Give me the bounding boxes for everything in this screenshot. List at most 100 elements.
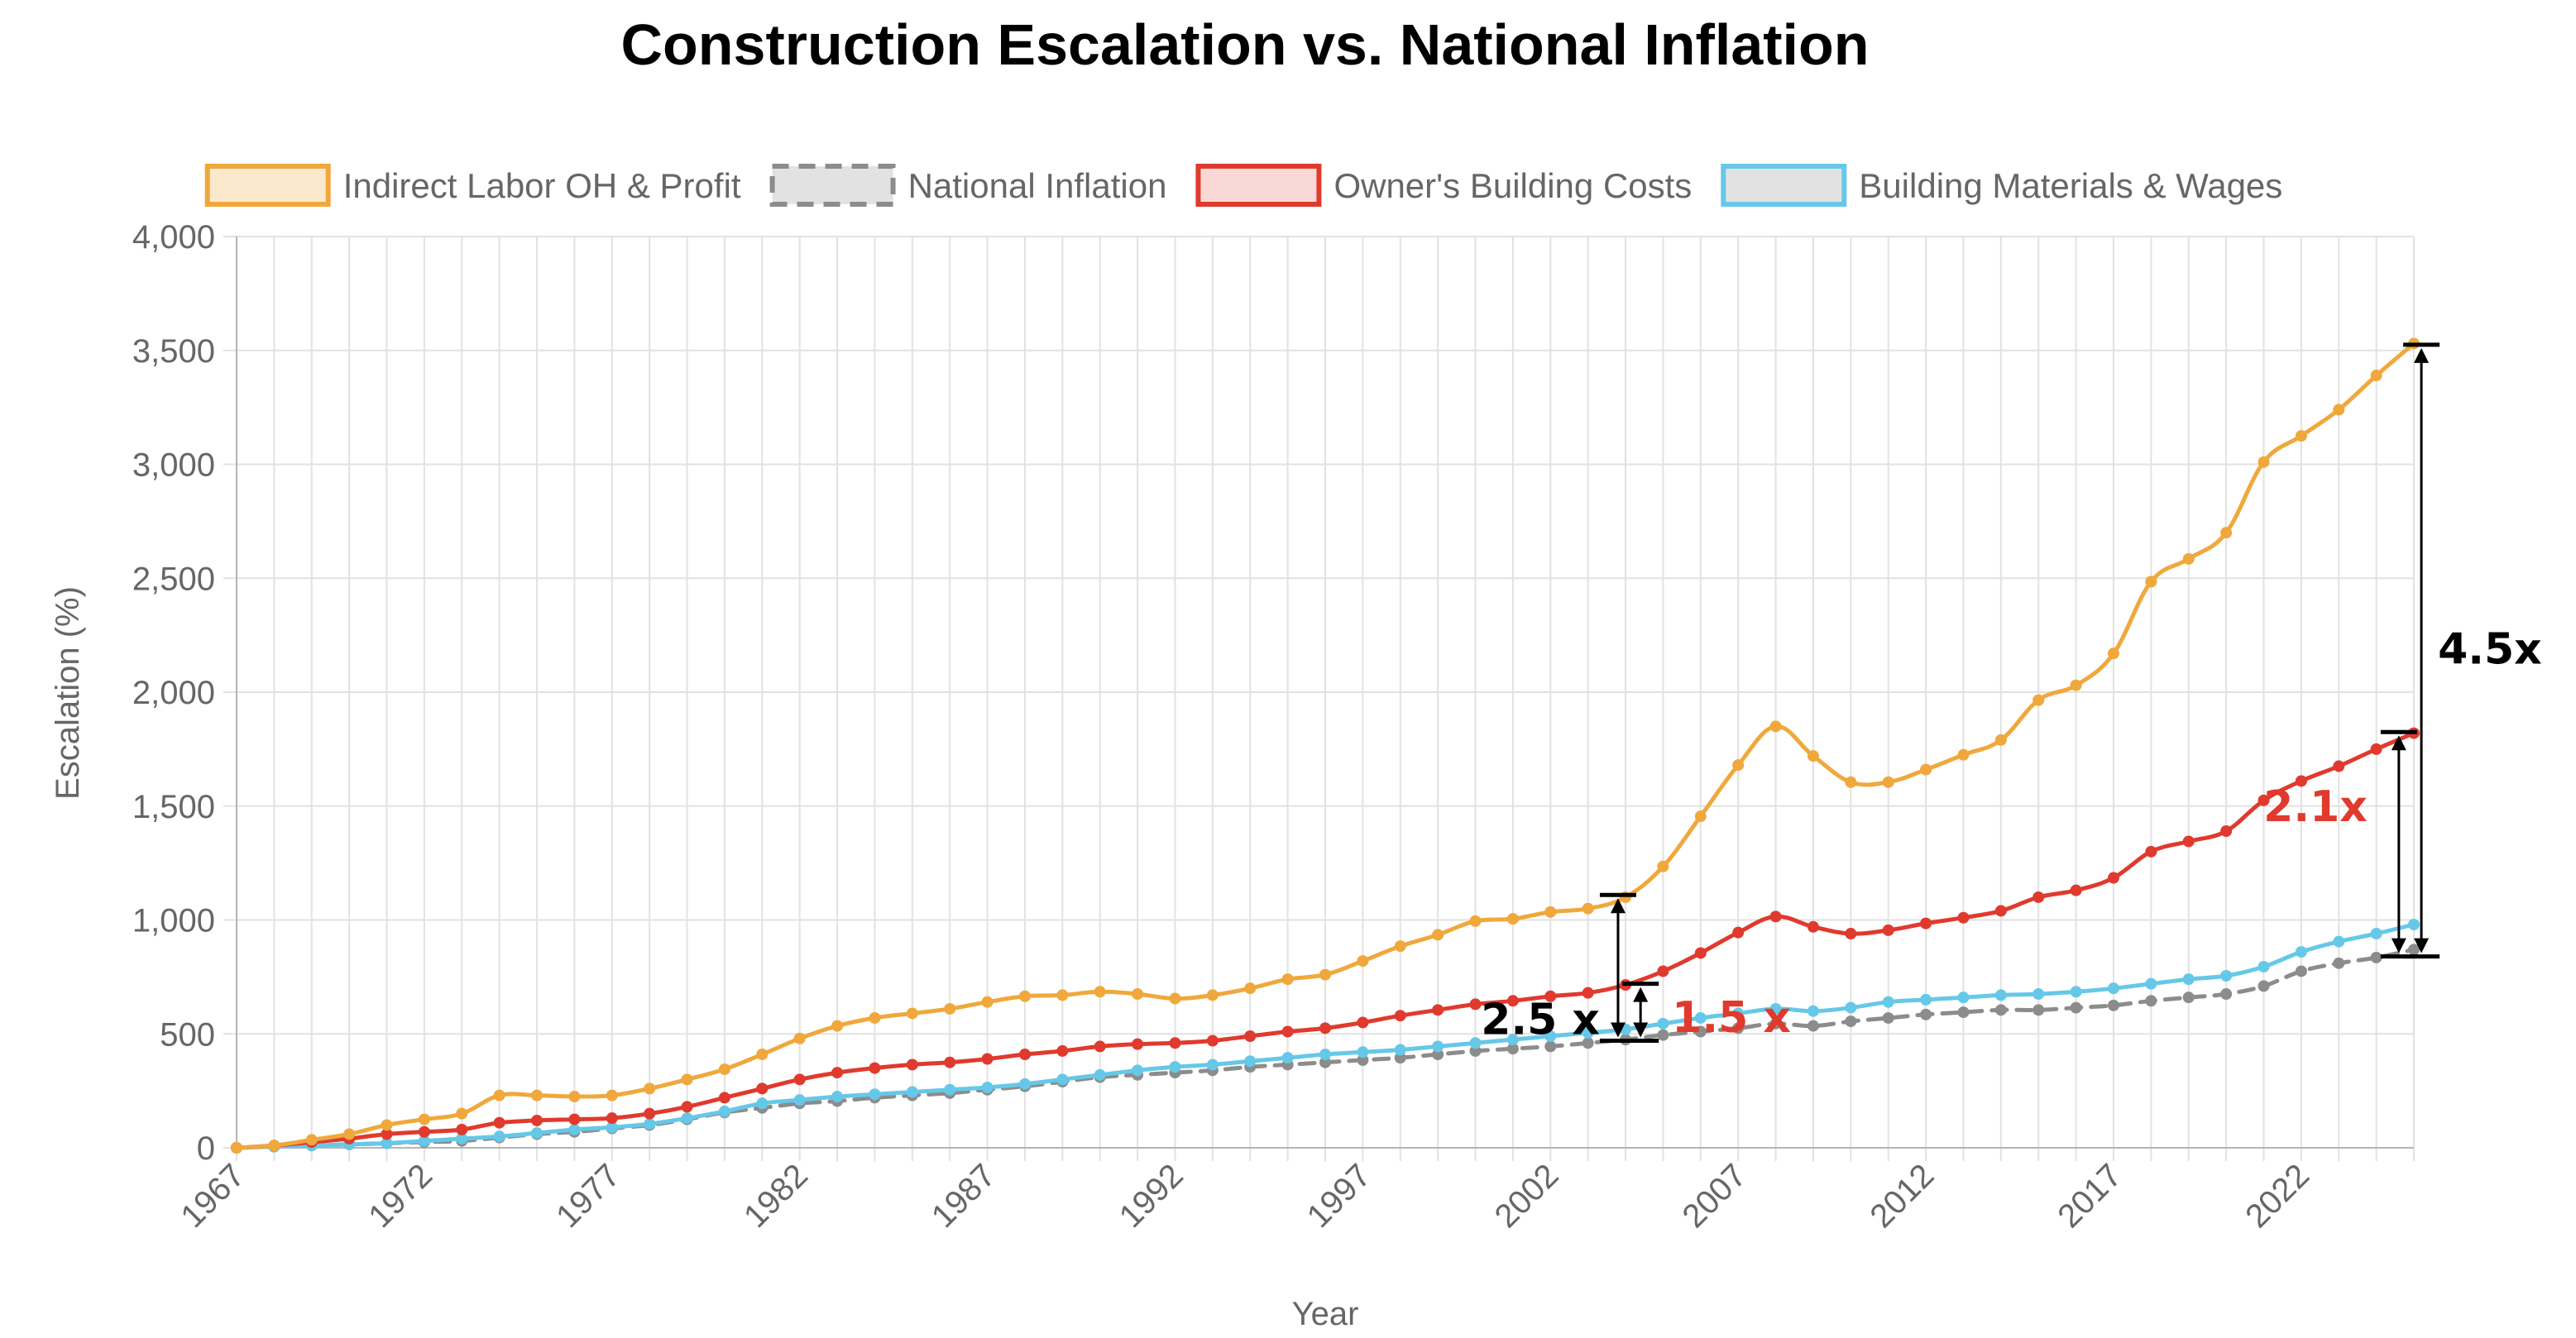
data-point-owner-s-building-costs <box>1357 1016 1369 1029</box>
data-point-indirect-labor-oh-profit <box>1018 990 1031 1002</box>
data-point-owner-s-building-costs <box>381 1128 393 1140</box>
data-point-owner-s-building-costs <box>1920 917 1932 929</box>
data-point-national-inflation <box>1469 1044 1482 1057</box>
data-point-national-inflation <box>2333 957 2345 969</box>
data-point-indirect-labor-oh-profit <box>1056 989 1069 1001</box>
data-point-owner-s-building-costs <box>1657 965 1669 977</box>
data-point-owner-s-building-costs <box>2333 760 2345 772</box>
data-point-indirect-labor-oh-profit <box>493 1089 505 1101</box>
data-point-owner-s-building-costs <box>1732 926 1745 939</box>
data-point-owner-s-building-costs <box>418 1125 430 1138</box>
data-point-indirect-labor-oh-profit <box>568 1091 581 1103</box>
x-tick-label: 1977 <box>549 1157 627 1235</box>
data-point-building-materials-wages <box>1169 1061 1181 1073</box>
data-point-building-materials-wages <box>2408 919 2420 931</box>
data-point-national-inflation <box>2145 995 2157 1007</box>
legend-item-national-inflation[interactable]: National Inflation <box>769 164 1167 207</box>
x-axis-title: Year <box>1292 1296 1359 1332</box>
data-point-owner-s-building-costs <box>2370 743 2382 755</box>
data-point-national-inflation <box>1845 1015 1857 1028</box>
data-point-indirect-labor-oh-profit <box>1169 992 1181 1005</box>
data-point-owner-s-building-costs <box>718 1092 730 1104</box>
data-point-owner-s-building-costs <box>1056 1044 1069 1057</box>
legend-label-indirect-labor-oh-profit: Indirect Labor OH & Profit <box>343 166 741 205</box>
data-point-building-materials-wages <box>2107 982 2119 995</box>
data-point-indirect-labor-oh-profit <box>831 1020 844 1032</box>
legend[interactable]: Indirect Labor OH & Profit National Infla… <box>204 164 2283 207</box>
data-point-national-inflation <box>1506 1043 1519 1055</box>
data-point-owner-s-building-costs <box>1845 928 1857 940</box>
x-tick-label: 1992 <box>1113 1157 1190 1235</box>
data-point-indirect-labor-oh-profit <box>869 1011 881 1024</box>
data-point-indirect-labor-oh-profit <box>531 1089 543 1101</box>
data-point-building-materials-wages <box>568 1123 581 1135</box>
data-point-owner-s-building-costs <box>1957 911 1970 924</box>
data-point-building-materials-wages <box>1694 1011 1707 1024</box>
annotation-arrowhead-up <box>2414 347 2430 363</box>
legend-item-indirect-labor-oh-profit[interactable]: Indirect Labor OH & Profit <box>204 164 741 207</box>
data-point-building-materials-wages <box>944 1083 956 1096</box>
ratio-annotation: 2.1x <box>2263 729 2417 959</box>
data-point-owner-s-building-costs <box>756 1082 768 1095</box>
legend-item-owner-s-building-costs[interactable]: Owner's Building Costs <box>1195 164 1692 207</box>
data-point-building-materials-wages <box>1657 1017 1669 1030</box>
data-point-owner-s-building-costs <box>531 1114 543 1126</box>
data-point-indirect-labor-oh-profit <box>1994 734 2007 746</box>
data-point-national-inflation <box>1582 1037 1594 1049</box>
y-tick-label: 0 <box>197 1130 215 1167</box>
data-point-building-materials-wages <box>1882 996 1894 1008</box>
data-point-owner-s-building-costs <box>869 1062 881 1074</box>
legend-swatch-owner-s-building-costs <box>1195 164 1322 207</box>
data-point-building-materials-wages <box>2220 969 2233 982</box>
data-point-building-materials-wages <box>681 1112 693 1125</box>
data-point-national-inflation <box>2033 1004 2045 1016</box>
data-point-national-inflation <box>1920 1008 1932 1020</box>
data-point-indirect-labor-oh-profit <box>1244 982 1257 995</box>
data-point-building-materials-wages <box>644 1118 656 1130</box>
data-point-indirect-labor-oh-profit <box>2258 456 2270 468</box>
data-point-owner-s-building-costs <box>1206 1035 1219 1047</box>
data-point-owner-s-building-costs <box>906 1058 918 1071</box>
data-point-owner-s-building-costs <box>1094 1040 1106 1053</box>
data-point-national-inflation <box>1394 1052 1406 1064</box>
annotation-arrowhead-up <box>1610 898 1626 914</box>
data-point-building-materials-wages <box>1132 1064 1144 1077</box>
data-point-building-materials-wages <box>493 1130 505 1143</box>
data-point-owner-s-building-costs <box>606 1112 618 1125</box>
data-point-building-materials-wages <box>2370 928 2382 940</box>
data-point-building-materials-wages <box>1920 993 1932 1006</box>
y-tick-label: 1,000 <box>132 903 215 939</box>
data-point-building-materials-wages <box>1732 1007 1745 1020</box>
data-point-national-inflation <box>2182 992 2195 1004</box>
data-point-building-materials-wages <box>718 1105 730 1117</box>
legend-item-building-materials-wages[interactable]: Building Materials & Wages <box>1721 164 2282 207</box>
data-point-owner-s-building-costs <box>1582 987 1594 999</box>
chart-title: Construction Escalation vs. National Inf… <box>620 12 1870 77</box>
data-point-indirect-labor-oh-profit <box>268 1140 280 1152</box>
annotation-layer: 2.5 x 1.5 x 2.1x 4.5x <box>1481 342 2542 1044</box>
data-point-national-inflation <box>1657 1029 1669 1041</box>
y-tick-label: 500 <box>160 1016 215 1053</box>
data-point-building-materials-wages <box>2295 946 2307 958</box>
data-point-indirect-labor-oh-profit <box>343 1128 356 1140</box>
data-point-building-materials-wages <box>1018 1078 1031 1090</box>
legend-swatch-indirect-labor-oh-profit <box>204 164 331 207</box>
data-point-building-materials-wages <box>831 1091 844 1103</box>
data-point-national-inflation <box>2070 1001 2082 1014</box>
y-tick-label: 3,500 <box>132 333 215 370</box>
x-tick-label: 1987 <box>925 1157 1003 1235</box>
data-point-national-inflation <box>1357 1054 1369 1066</box>
data-point-indirect-labor-oh-profit <box>944 1002 956 1015</box>
annotation-label: 4.5x <box>2438 625 2542 675</box>
data-point-owner-s-building-costs <box>981 1053 994 1065</box>
ratio-annotation: 2.5 x <box>1481 892 1636 1044</box>
data-point-indirect-labor-oh-profit <box>1694 810 1707 823</box>
legend-label-building-materials-wages: Building Materials & Wages <box>1859 166 2282 205</box>
data-point-building-materials-wages <box>906 1086 918 1098</box>
x-tick-label: 1972 <box>362 1157 439 1235</box>
data-point-indirect-labor-oh-profit <box>1920 763 1932 776</box>
data-point-indirect-labor-oh-profit <box>418 1113 430 1125</box>
annotation-label: 2.5 x <box>1481 995 1600 1044</box>
annotation-arrowhead-up <box>2391 735 2406 751</box>
data-point-indirect-labor-oh-profit <box>231 1142 242 1154</box>
